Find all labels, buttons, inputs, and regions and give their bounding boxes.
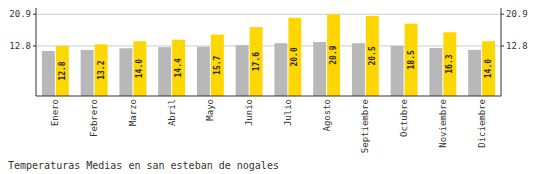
bar xyxy=(482,41,495,96)
y-tick-label: 20.9 xyxy=(9,9,31,19)
bar xyxy=(274,43,287,96)
bar xyxy=(313,42,326,96)
bar xyxy=(42,51,55,96)
data-label: 20.9 xyxy=(329,45,338,64)
chart: 12.8 13.2 14.0 14.4 15.7 17.6 20.0 20.9 20.5 18.5… xyxy=(0,0,537,174)
bar xyxy=(405,24,418,96)
bar xyxy=(391,46,404,96)
data-label: 16.3 xyxy=(445,54,454,73)
x-tick-label: Febrero xyxy=(89,99,99,137)
bar xyxy=(172,40,185,96)
data-label: 12.8 xyxy=(58,61,67,80)
title: Temperaturas Medias en san esteban de no… xyxy=(8,160,279,171)
bar xyxy=(158,47,171,96)
data-label: 20.0 xyxy=(290,47,299,66)
x-tick-label: Marzo xyxy=(128,99,138,126)
data-label: 18.5 xyxy=(407,50,416,69)
y2-tick xyxy=(501,14,504,15)
x-tick-label: Abril xyxy=(167,99,177,126)
x-tick-label: Mayo xyxy=(205,99,215,121)
bar xyxy=(366,16,379,96)
x-tick-label: Diciembre xyxy=(477,99,487,148)
data-label: 20.5 xyxy=(368,46,377,65)
x-tick-label: Enero xyxy=(50,99,60,126)
x-tick-label: Agosto xyxy=(322,99,332,132)
y-tick xyxy=(33,14,36,15)
y-axis-line xyxy=(36,8,37,96)
bar xyxy=(327,14,340,96)
bar xyxy=(352,43,365,96)
x-tick-label: Noviembre xyxy=(438,99,448,148)
bars xyxy=(42,14,495,96)
data-label: 14.0 xyxy=(135,59,144,78)
bar xyxy=(443,32,456,96)
bar xyxy=(211,35,224,96)
x-axis-line xyxy=(36,96,501,97)
y-tick-label: 12.8 xyxy=(9,41,31,51)
data-label: 15.7 xyxy=(213,55,222,74)
bar xyxy=(468,50,481,96)
y-tick xyxy=(33,45,36,46)
y2-tick-label: 20.9 xyxy=(506,9,528,19)
x-tick-label: Julio xyxy=(283,99,293,126)
x-tick-label: Junio xyxy=(244,99,254,126)
x-tick-label: Octubre xyxy=(399,99,409,137)
bar xyxy=(81,50,94,96)
bar xyxy=(250,27,263,96)
data-label: 13.2 xyxy=(97,60,106,79)
bar xyxy=(236,45,249,96)
data-label: 14.0 xyxy=(484,59,493,78)
bar xyxy=(56,46,69,96)
y2-axis-line xyxy=(501,8,502,96)
bar xyxy=(197,47,210,96)
chart-container: 12.8 13.2 14.0 14.4 15.7 17.6 20.0 20.9 20.5 18.5… xyxy=(0,0,537,174)
grid-line xyxy=(36,14,501,15)
bar xyxy=(95,44,108,96)
data-label: 17.6 xyxy=(252,52,261,71)
bar xyxy=(288,18,301,96)
bar xyxy=(119,48,132,96)
x-tick-label: Septiembre xyxy=(360,99,370,153)
y2-tick xyxy=(501,45,504,46)
y2-tick-label: 12.8 xyxy=(506,41,528,51)
data-label: 14.4 xyxy=(174,58,183,77)
bar xyxy=(133,41,146,96)
bar xyxy=(429,48,442,96)
